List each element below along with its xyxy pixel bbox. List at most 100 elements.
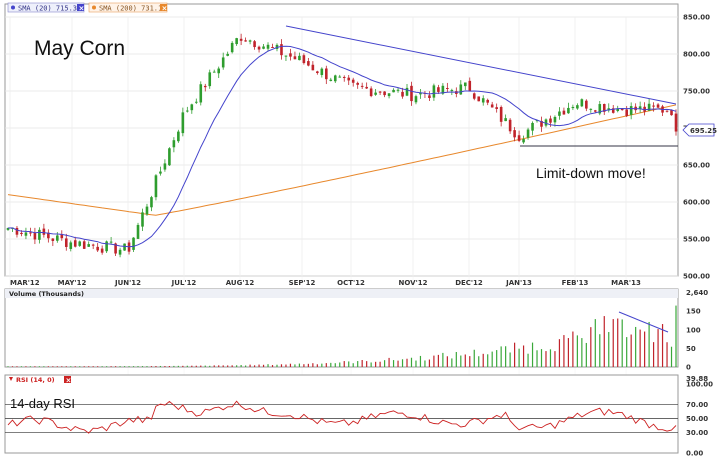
volume-bar	[608, 332, 610, 367]
candle	[96, 243, 99, 252]
volume-bar	[186, 365, 188, 367]
legend-sma200-close-icon[interactable]	[160, 4, 167, 11]
candle	[576, 103, 579, 110]
x-tick-label: JAN'13	[505, 279, 532, 287]
volume-bar	[110, 366, 112, 367]
sma20-path	[7, 45, 677, 248]
volume-bar	[11, 366, 14, 367]
volume-bar	[204, 365, 206, 367]
price-y-tick: 800.00	[683, 51, 710, 59]
volume-bar	[348, 361, 350, 367]
volume-bar	[276, 364, 278, 367]
chart-title: May Corn	[34, 37, 125, 60]
candle	[504, 114, 507, 122]
volume-bar	[114, 366, 117, 367]
volume-bar	[464, 354, 466, 367]
volume-bar	[675, 305, 677, 367]
candle	[356, 81, 359, 89]
candle	[562, 107, 566, 115]
candle	[351, 77, 355, 87]
candle	[316, 70, 319, 75]
candle	[248, 39, 252, 45]
candle	[311, 61, 315, 71]
rsi-y-tick: 0.00	[686, 450, 703, 458]
volume-bar	[258, 364, 260, 367]
rsi-panel-frame	[4, 374, 679, 454]
volume-bar	[141, 366, 144, 367]
svg-text:×: ×	[79, 4, 85, 12]
resistance-trendline	[285, 25, 677, 105]
last-price-label: 695.25	[690, 127, 717, 135]
legend-sma200[interactable]: SMA (200) 731.18 ×	[88, 2, 167, 13]
volume-bar	[334, 363, 336, 367]
x-tick-label: MAR'12	[10, 279, 40, 287]
volume-bar	[424, 360, 426, 367]
volume-bar	[670, 346, 673, 367]
candle	[652, 102, 655, 112]
volume-bar	[150, 366, 153, 367]
volume-bar	[361, 360, 363, 367]
sma20-line	[7, 45, 677, 248]
volume-bar	[218, 365, 220, 367]
candle	[607, 103, 611, 113]
candle	[531, 121, 534, 136]
volume-bar	[388, 357, 390, 367]
rsi-close-icon[interactable]	[64, 376, 71, 383]
candle	[320, 67, 324, 78]
candle	[91, 243, 95, 250]
volume-bar	[433, 355, 435, 367]
volume-bar	[316, 364, 318, 367]
volume-bar	[312, 363, 314, 367]
legend-sma20[interactable]: SMA (20) 715.38 ×	[7, 2, 85, 13]
volume-bar	[661, 324, 664, 367]
rsi-title: RSI (14, 0)	[16, 376, 55, 384]
volume-bar	[47, 366, 49, 367]
rsi-legend[interactable]: RSI (14, 0) ×	[9, 376, 71, 384]
candle	[105, 240, 108, 253]
volume-bar	[101, 366, 103, 367]
volume-bar	[549, 349, 552, 367]
volume-bar	[330, 362, 332, 367]
volume-bar	[554, 351, 556, 367]
candle	[262, 43, 265, 50]
x-axis: MAR'12 MAY'12 JUN'12 JUL'12 AUG'12 SEP'12 OCT'…	[10, 279, 641, 287]
volume-bar	[79, 366, 81, 367]
volume-y-axis: 150 100 50 0	[686, 308, 701, 372]
volume-bar	[325, 363, 327, 367]
volume-bar	[599, 334, 601, 367]
candle	[109, 236, 113, 245]
candle	[293, 51, 297, 60]
volume-bar	[563, 335, 565, 367]
rsi-dropdown-icon[interactable]	[9, 377, 13, 381]
volume-bar	[106, 366, 108, 367]
rsi-y-tick: 50.00	[686, 415, 708, 423]
legend-sma20-close-icon[interactable]	[77, 4, 84, 11]
price-y-tick: 850.00	[683, 14, 710, 22]
candle	[553, 115, 557, 127]
candle	[446, 82, 449, 93]
candle	[481, 95, 485, 106]
candle	[24, 227, 28, 240]
volume-bar	[34, 366, 36, 367]
volume-bar	[585, 342, 587, 367]
volume-bar	[522, 345, 525, 367]
candle	[383, 91, 386, 98]
rsi-panel: RSI (14, 0) × 39.88 100.00 70.00 50.00 30.0…	[4, 374, 713, 458]
candle	[638, 101, 642, 113]
sma200-line	[7, 104, 677, 216]
volume-bar	[518, 348, 520, 367]
volume-bar	[128, 366, 130, 367]
volume-bar	[321, 363, 323, 367]
volume-bar	[410, 357, 413, 367]
volume-bar	[379, 361, 381, 367]
x-tick-label: NOV'12	[399, 279, 428, 287]
legend-sma200-label: SMA (200) 731.18	[99, 5, 166, 13]
candle	[558, 107, 561, 120]
volume-bar	[451, 358, 453, 367]
volume-bar	[617, 318, 619, 367]
volume-bar	[43, 366, 45, 367]
candle	[414, 94, 418, 105]
volume-bar	[132, 366, 135, 367]
sma20-dot-icon	[11, 5, 15, 10]
volume-bar	[227, 365, 229, 367]
